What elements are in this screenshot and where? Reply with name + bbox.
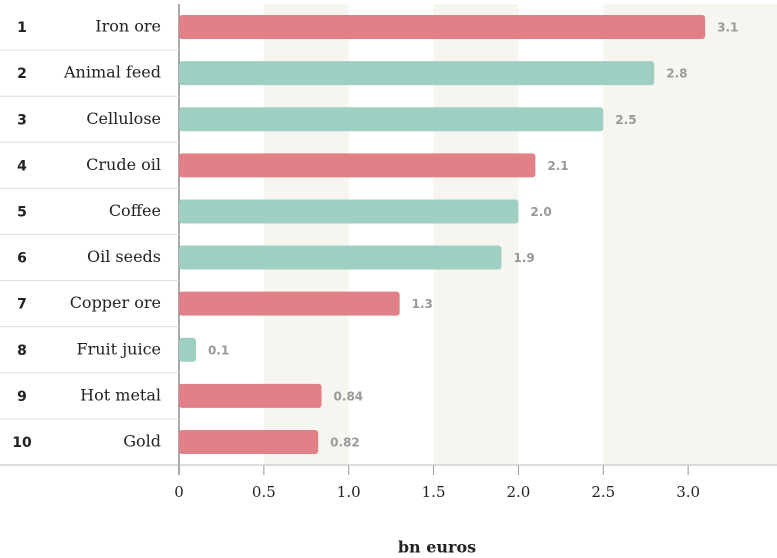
y-tick-label: Oil seeds: [87, 247, 161, 266]
y-tick-label: Cellulose: [86, 109, 161, 128]
y-tick-label: Coffee: [109, 201, 161, 220]
bar: [179, 153, 536, 178]
bar: [179, 429, 319, 454]
value-label: 1.3: [412, 297, 433, 311]
rank-label: 10: [12, 435, 32, 451]
x-tick-label: 2.0: [506, 483, 530, 501]
x-axis-label: bn euros: [398, 538, 476, 557]
rank-label: 5: [17, 204, 27, 220]
value-label: 0.1: [208, 343, 229, 357]
x-tick-label: 3.0: [676, 483, 700, 501]
value-label: 1.9: [513, 251, 534, 265]
rank-label: 7: [17, 297, 27, 313]
bar: [179, 199, 519, 224]
value-label: 2.1: [547, 159, 568, 173]
rank-label: 6: [17, 251, 27, 267]
grid-band: [688, 4, 777, 465]
bar: [179, 383, 322, 408]
x-tick-label: 2.5: [591, 483, 615, 501]
bar: [179, 245, 502, 270]
rank-label: 8: [17, 343, 27, 359]
y-tick-label: Gold: [123, 431, 161, 450]
y-tick-label: Fruit juice: [77, 339, 162, 358]
x-tick-label: 1.0: [337, 483, 361, 501]
rank-label: 1: [17, 20, 27, 36]
value-label: 2.8: [666, 67, 687, 81]
value-label: 3.1: [717, 21, 738, 35]
bar: [179, 107, 604, 132]
y-tick-label: Hot metal: [80, 385, 161, 404]
y-tick-label: Copper ore: [70, 293, 161, 312]
y-tick-label: Crude oil: [86, 155, 161, 174]
y-tick-label: Animal feed: [63, 63, 161, 82]
rank-label: 3: [17, 112, 27, 128]
value-label: 2.0: [530, 205, 551, 219]
x-tick-label: 1.5: [422, 483, 446, 501]
value-label: 0.82: [330, 435, 360, 449]
rank-label: 9: [17, 389, 27, 405]
bar: [179, 337, 196, 362]
x-tick-label: 0: [174, 483, 184, 501]
bar: [179, 15, 706, 40]
value-label: 0.84: [334, 389, 364, 403]
y-tick-label: Iron ore: [95, 17, 161, 36]
x-tick-label: 0.5: [252, 483, 276, 501]
value-label: 2.5: [615, 113, 636, 127]
rank-label: 2: [17, 66, 27, 82]
bar: [179, 61, 655, 86]
rank-label: 4: [17, 158, 27, 174]
bar: [179, 291, 400, 316]
